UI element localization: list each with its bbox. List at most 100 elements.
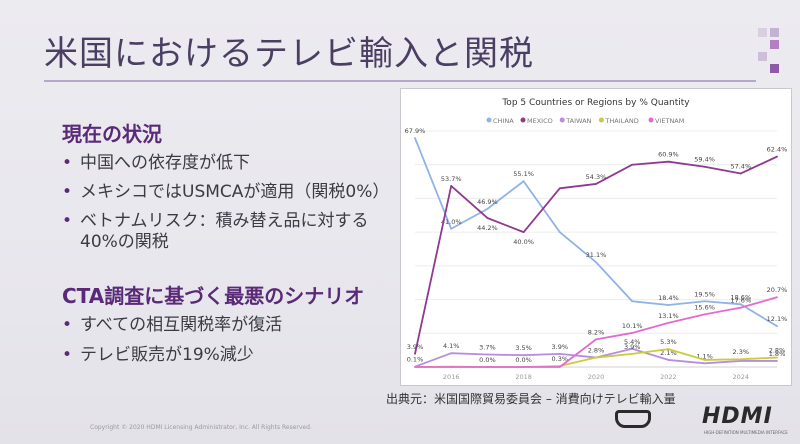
bullet-item: • テレビ販売が19%減少 bbox=[62, 340, 254, 365]
data-label: 2.1% bbox=[660, 349, 677, 357]
data-label: 18.4% bbox=[658, 294, 679, 302]
copyright-notice: Copyright © 2020 HDMI Licensing Administ… bbox=[90, 424, 312, 431]
data-point bbox=[595, 338, 597, 341]
data-label: 53.7% bbox=[441, 175, 462, 183]
decor-square bbox=[770, 28, 779, 37]
title-divider bbox=[44, 80, 756, 82]
bullet-glyph: • bbox=[62, 211, 73, 231]
bullet-glyph: • bbox=[62, 315, 73, 335]
bullet-text: すべての相互関税率が復活 bbox=[80, 315, 283, 335]
data-label: 3.9% bbox=[624, 343, 641, 351]
x-tick-label: 2024 bbox=[733, 373, 750, 381]
decor-square bbox=[770, 64, 779, 73]
data-label: 2.8% bbox=[588, 347, 605, 355]
decor-square bbox=[758, 28, 767, 37]
legend-marker bbox=[486, 117, 492, 123]
data-point bbox=[522, 231, 525, 234]
data-point bbox=[667, 304, 670, 306]
section-heading-scenario: CTA調査に基づく最悪のシナリオ bbox=[62, 284, 365, 308]
data-label: 0.3% bbox=[552, 355, 569, 363]
data-point bbox=[631, 347, 634, 350]
data-point bbox=[414, 352, 416, 355]
data-point bbox=[558, 231, 561, 234]
data-point bbox=[595, 261, 597, 264]
decor-square bbox=[770, 40, 779, 49]
bullet-item: • メキシコではUSMCAが適用（関税0%） bbox=[62, 177, 389, 202]
data-label: 55.1% bbox=[513, 170, 534, 178]
data-point bbox=[667, 321, 670, 324]
data-point bbox=[486, 217, 489, 219]
x-tick-label: 2020 bbox=[588, 373, 605, 381]
data-point bbox=[739, 306, 742, 309]
x-tick-label: 2022 bbox=[660, 373, 677, 381]
data-point bbox=[776, 296, 778, 299]
data-point bbox=[595, 356, 597, 359]
data-point bbox=[739, 360, 742, 362]
legend-entry: MEXICO bbox=[527, 117, 553, 125]
hdmi-connector-icon bbox=[615, 410, 651, 428]
data-label: 2.3% bbox=[733, 348, 750, 356]
data-point bbox=[558, 187, 561, 190]
section-heading-status: 現在の状況 bbox=[62, 122, 162, 146]
data-point bbox=[703, 362, 706, 365]
legend-marker bbox=[559, 117, 565, 123]
data-label: 4.1% bbox=[443, 342, 460, 350]
bullet-text: テレビ販売が19%減少 bbox=[80, 345, 254, 365]
data-point bbox=[776, 356, 778, 359]
legend-marker bbox=[520, 117, 526, 123]
data-label: 18.6% bbox=[730, 293, 751, 301]
slide-title: 米国におけるテレビ輸入と関税 bbox=[44, 34, 534, 74]
data-point bbox=[776, 360, 778, 362]
data-point bbox=[595, 183, 597, 185]
data-point bbox=[450, 185, 453, 187]
data-point bbox=[522, 366, 525, 368]
data-point bbox=[667, 348, 670, 351]
x-tick-label: 2018 bbox=[515, 373, 532, 381]
data-point bbox=[703, 300, 706, 303]
data-point bbox=[776, 325, 778, 328]
legend-marker bbox=[648, 117, 654, 123]
data-point bbox=[667, 359, 670, 361]
bullet-item: • すべての相互関税率が復活 bbox=[62, 310, 282, 335]
decor-square bbox=[758, 52, 767, 61]
data-label: 2.8% bbox=[769, 347, 786, 355]
data-label: 54.3% bbox=[586, 173, 607, 181]
bullet-glyph: • bbox=[62, 182, 73, 202]
data-label: 20.7% bbox=[767, 286, 788, 294]
data-label: 15.6% bbox=[694, 303, 715, 311]
data-point bbox=[703, 165, 706, 168]
data-point bbox=[739, 172, 742, 175]
data-point bbox=[558, 352, 561, 355]
hdmi-logo-tagline: HIGH-DEFINITION MULTIMEDIA INTERFACE bbox=[704, 430, 788, 435]
source-caption: 出典元：米国国際貿易委員会 – 消費向けテレビ輸入量 bbox=[386, 392, 676, 406]
legend-entry: THAILAND bbox=[604, 117, 638, 125]
bullet-item: • 中国への依存度が低下 bbox=[62, 148, 250, 173]
data-label: 44.2% bbox=[477, 224, 498, 232]
data-label: 40.0% bbox=[513, 238, 534, 246]
data-point bbox=[486, 353, 489, 356]
data-label: 5.3% bbox=[660, 338, 677, 346]
data-label: 8.2% bbox=[588, 328, 605, 336]
legend-entry: TAIWAN bbox=[565, 117, 591, 125]
data-point bbox=[486, 366, 489, 368]
bullet-continuation: 40%の関税 bbox=[80, 232, 169, 252]
data-label: 17.6% bbox=[730, 297, 751, 305]
bullet-text: ベトナムリスク：積み替え品に対する bbox=[80, 211, 369, 231]
legend-entry: VIETNAM bbox=[655, 117, 684, 125]
data-point bbox=[776, 155, 778, 158]
data-label: 31.1% bbox=[586, 251, 607, 259]
line-chart: Top 5 Countries or Regions by % Quantity… bbox=[405, 98, 788, 381]
data-point bbox=[631, 163, 634, 166]
data-point bbox=[739, 358, 742, 361]
bullet-glyph: • bbox=[62, 345, 73, 365]
data-point bbox=[522, 354, 525, 357]
data-label: 1.1% bbox=[696, 352, 713, 360]
data-point bbox=[450, 227, 453, 230]
hdmi-logo: HDMI bbox=[702, 404, 773, 429]
data-label: 10.1% bbox=[622, 322, 643, 330]
data-point bbox=[703, 313, 706, 316]
data-label: 67.9% bbox=[405, 127, 426, 135]
data-label: 0.0% bbox=[479, 356, 496, 364]
data-label: 46.9% bbox=[477, 198, 498, 206]
data-label: 3.9% bbox=[552, 343, 569, 351]
